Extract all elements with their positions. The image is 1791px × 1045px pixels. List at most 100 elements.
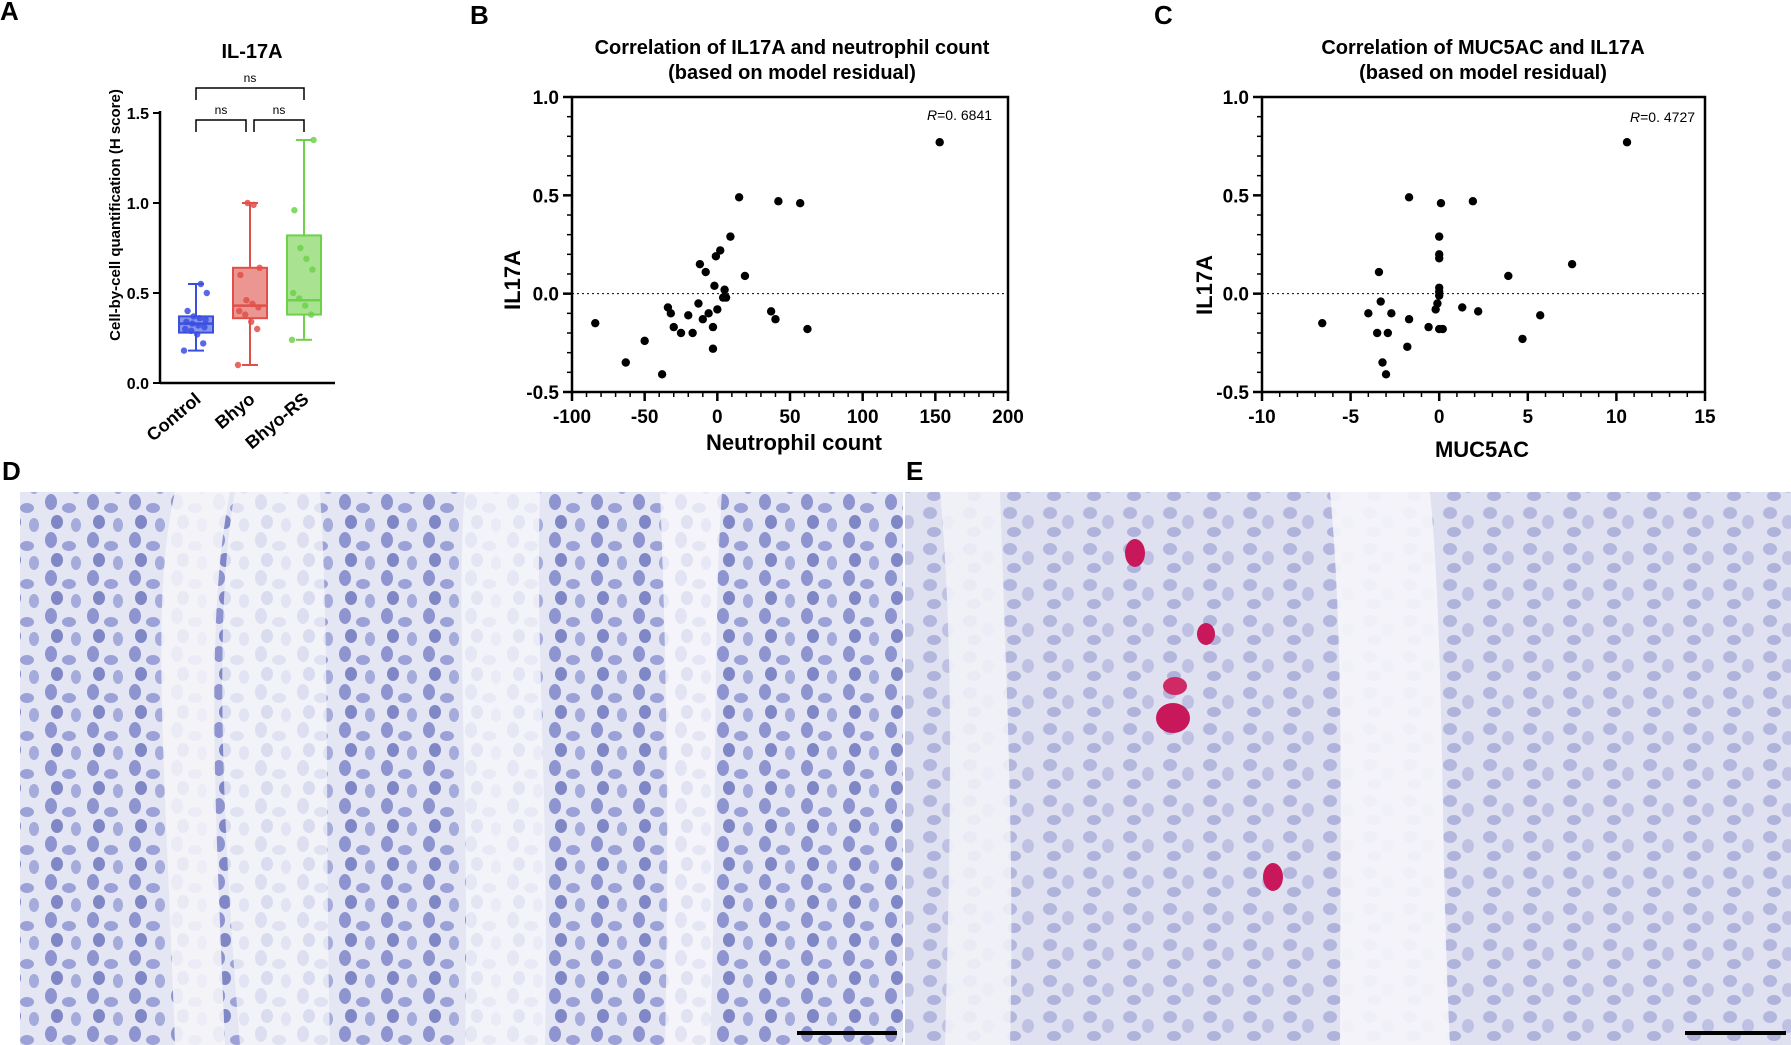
lumen-d-4 bbox=[660, 492, 722, 1045]
data-point-a bbox=[236, 307, 243, 315]
plot-frame bbox=[1260, 95, 1707, 394]
box-marks-a: ns ns ns bbox=[178, 71, 322, 369]
data-point bbox=[1372, 328, 1382, 338]
data-point-a bbox=[203, 289, 210, 297]
x-tick-label: 0 bbox=[712, 407, 723, 428]
lumen-e-1 bbox=[940, 492, 1012, 1045]
data-point bbox=[1435, 232, 1444, 241]
lumen-d-3 bbox=[461, 492, 547, 1045]
micrograph-d bbox=[20, 492, 903, 1045]
data-point-a bbox=[190, 313, 197, 320]
data-point bbox=[713, 305, 722, 314]
data-point bbox=[666, 309, 676, 318]
data-point-a bbox=[248, 318, 255, 325]
y-tick-label: 1.0 bbox=[1223, 88, 1249, 109]
data-point-a bbox=[250, 201, 257, 208]
y-ticks-a: 0.0 0.5 1.0 1.5 bbox=[127, 106, 335, 393]
y-tick-label-a: 1.5 bbox=[127, 106, 149, 123]
data-point bbox=[695, 259, 705, 269]
panel-label-d: D bbox=[2, 456, 21, 486]
chart-title-b-line2: (based on model residual) bbox=[668, 62, 916, 84]
data-point bbox=[1381, 370, 1391, 379]
data-point bbox=[774, 197, 783, 206]
data-point-a bbox=[255, 304, 262, 311]
data-point bbox=[710, 281, 719, 290]
micrograph-e bbox=[905, 492, 1791, 1045]
box-plot-il17a: IL-17A Cell-by-cell quantification (H sc… bbox=[107, 41, 335, 453]
data-point-a bbox=[200, 340, 207, 347]
significance-label: ns bbox=[215, 103, 228, 117]
data-point bbox=[766, 307, 776, 316]
stained-cell bbox=[1163, 677, 1187, 695]
data-point bbox=[704, 309, 713, 318]
data-point-a bbox=[290, 289, 297, 297]
y-tick-label: 0.0 bbox=[533, 285, 559, 306]
data-point-a bbox=[183, 318, 190, 325]
data-point bbox=[1435, 291, 1444, 300]
data-point-a bbox=[242, 311, 249, 318]
data-point-a bbox=[243, 297, 250, 304]
chart-title-b-line1: Correlation of IL17A and neutrophil coun… bbox=[595, 37, 990, 59]
x-tick-label: -100 bbox=[553, 407, 591, 428]
data-point bbox=[688, 328, 697, 338]
y-axis-title-a: Cell-by-cell quantification (H score) bbox=[107, 89, 124, 341]
data-point bbox=[694, 299, 703, 308]
data-point-a bbox=[310, 136, 317, 144]
scale-bar-d bbox=[797, 1031, 897, 1035]
data-point bbox=[720, 285, 729, 294]
data-point-a bbox=[303, 255, 310, 262]
significance-label: ns bbox=[273, 103, 286, 117]
data-point bbox=[1376, 297, 1385, 306]
data-point bbox=[1318, 318, 1327, 328]
data-point bbox=[1567, 259, 1577, 269]
data-point bbox=[591, 318, 600, 328]
x-axis-title-b: Neutrophil count bbox=[706, 430, 883, 455]
significance-bracket bbox=[195, 119, 247, 132]
data-point bbox=[701, 267, 710, 277]
y-tick-label-a: 0.5 bbox=[127, 286, 149, 303]
data-point-a bbox=[249, 300, 256, 307]
stained-cell bbox=[1263, 863, 1283, 891]
data-point bbox=[1436, 199, 1446, 208]
stained-cell bbox=[1156, 703, 1190, 733]
lumen-d-2 bbox=[222, 492, 330, 1045]
data-point-a bbox=[201, 324, 208, 331]
micrograph-d-tissue bbox=[20, 492, 903, 1045]
lumen-e-2 bbox=[1330, 492, 1450, 1045]
significance-label: ns bbox=[244, 71, 257, 85]
data-point bbox=[669, 322, 678, 332]
y-tick-label: 0.0 bbox=[1223, 285, 1249, 306]
data-point bbox=[621, 358, 630, 367]
data-point-a bbox=[189, 320, 196, 327]
x-tick-label: 200 bbox=[992, 407, 1024, 428]
y-tick-label: 0.5 bbox=[533, 186, 560, 207]
panel-label-c: C bbox=[1154, 0, 1173, 30]
data-point-a bbox=[308, 311, 315, 318]
data-point-a bbox=[184, 307, 191, 315]
data-point bbox=[1424, 322, 1433, 332]
data-point bbox=[1383, 328, 1393, 338]
data-point-a bbox=[202, 316, 209, 324]
panel-label-b: B bbox=[470, 0, 489, 30]
data-point-a bbox=[195, 322, 202, 329]
data-point bbox=[721, 293, 731, 302]
data-point-a bbox=[297, 244, 304, 252]
data-point-a bbox=[234, 361, 242, 369]
data-point bbox=[1536, 311, 1545, 320]
data-point bbox=[803, 324, 812, 334]
significance-bracket bbox=[253, 119, 305, 132]
x-tick-label: 15 bbox=[1694, 407, 1716, 428]
y-tick-label: 0.5 bbox=[1223, 186, 1250, 207]
data-point bbox=[1438, 324, 1447, 334]
x-tick-label: 0 bbox=[1434, 407, 1445, 428]
panel-label-a: A bbox=[0, 0, 19, 26]
data-point-a bbox=[194, 331, 201, 338]
data-point bbox=[740, 271, 750, 281]
data-point bbox=[708, 322, 718, 332]
panel-label-e: E bbox=[906, 456, 923, 486]
x-tick-label-a: Control bbox=[143, 389, 205, 445]
y-tick-label-a: 0.0 bbox=[127, 376, 149, 393]
lumen-d-1 bbox=[161, 492, 230, 1045]
x-tick-label: -10 bbox=[1248, 407, 1275, 428]
